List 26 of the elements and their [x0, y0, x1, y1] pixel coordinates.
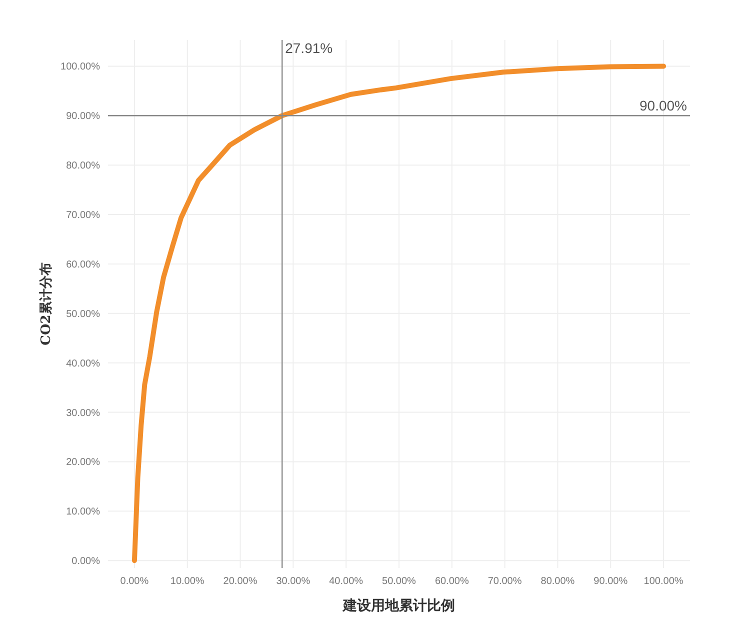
- y-tick-label: 70.00%: [66, 210, 100, 222]
- y-tick-label: 90.00%: [66, 111, 100, 122]
- y-tick-label: 10.00%: [66, 506, 100, 518]
- y-tick-label: 100.00%: [60, 62, 100, 73]
- x-tick-label: 0.00%: [120, 576, 149, 587]
- y-tick-label: 80.00%: [66, 160, 100, 172]
- x-tick-label: 10.00%: [170, 576, 204, 587]
- x-tick-label: 20.00%: [223, 576, 258, 587]
- x-axis-title: 建设用地累计比例: [342, 598, 455, 614]
- x-tick-label: 50.00%: [382, 576, 416, 587]
- y-tick-label: 50.00%: [66, 308, 100, 320]
- x-tick-label: 80.00%: [540, 576, 575, 587]
- x-tick-label: 100.00%: [644, 576, 684, 587]
- y-axis-title: CO2累计分布: [39, 262, 54, 346]
- y-tick-label: 20.00%: [66, 457, 100, 468]
- ref-line-label: 27.91%: [285, 40, 333, 56]
- x-tick-label: 70.00%: [488, 576, 522, 587]
- x-tick-label: 40.00%: [329, 576, 364, 587]
- y-tick-label: 30.00%: [66, 408, 100, 419]
- y-tick-label: 0.00%: [72, 556, 100, 568]
- y-tick-label: 60.00%: [66, 259, 100, 270]
- x-tick-label: 90.00%: [594, 576, 628, 587]
- ref-line-label: 90.00%: [640, 98, 687, 114]
- y-tick-label: 40.00%: [66, 358, 100, 370]
- x-tick-label: 30.00%: [276, 576, 310, 587]
- x-tick-label: 60.00%: [434, 576, 469, 587]
